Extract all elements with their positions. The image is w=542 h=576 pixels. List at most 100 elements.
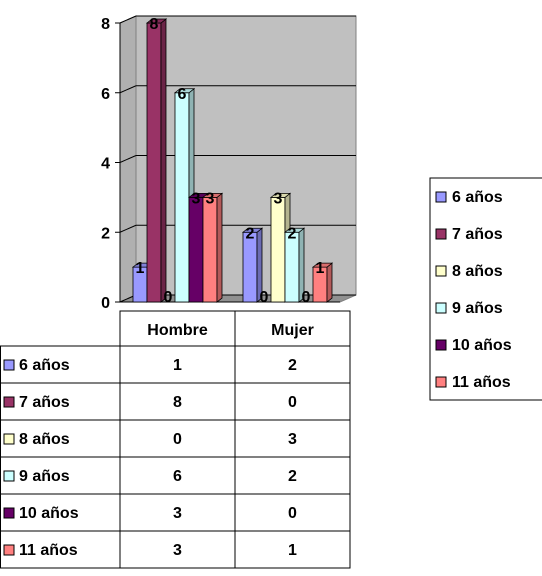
- legend-label: 7 años: [452, 226, 503, 243]
- bar: [311, 262, 334, 303]
- table-cell-value: 3: [288, 431, 297, 448]
- table-cell-value: 2: [288, 357, 297, 374]
- table-row: 6 años 1 2: [0, 345, 351, 384]
- legend-item: 11 años: [435, 374, 511, 391]
- gridline-side: [119, 224, 137, 233]
- gridline-side: [119, 85, 137, 94]
- data-label: 8: [150, 16, 159, 33]
- table-row-label: 7 años: [19, 394, 70, 411]
- bar-top: [283, 227, 306, 233]
- table-header-cell: [119, 310, 236, 347]
- table-cell-value: 1: [288, 542, 297, 559]
- bar-front: [174, 92, 190, 303]
- table-row-label: 10 años: [19, 505, 79, 522]
- legend-key: [435, 228, 447, 240]
- y-tick-label: 4: [101, 156, 110, 173]
- data-label: 1: [316, 260, 325, 277]
- bar-top: [173, 88, 196, 94]
- table-cell: [119, 456, 236, 495]
- table-row-header-cell: [0, 493, 121, 532]
- legend-label: 6 años: [452, 189, 503, 206]
- table-cell-value: 0: [288, 505, 297, 522]
- data-label: 0: [260, 289, 269, 306]
- table-legend-key: [3, 359, 15, 371]
- legend-item: 6 años: [435, 189, 503, 206]
- table-row: 10 años 3 0: [0, 493, 351, 532]
- bar-side: [216, 192, 223, 303]
- data-label: 3: [192, 190, 201, 207]
- table-row-label: 8 años: [19, 431, 70, 448]
- table-cell-value: 3: [173, 505, 182, 522]
- bar-front: [284, 231, 300, 303]
- gridline-side: [119, 15, 137, 24]
- table-legend-key: [3, 507, 15, 519]
- legend-label: 11 años: [452, 374, 511, 391]
- data-label: 0: [302, 289, 311, 306]
- table-cell: [234, 456, 351, 495]
- y-tick-label: 6: [101, 86, 110, 103]
- legend-box: [429, 177, 542, 401]
- table-row-label: 6 años: [19, 357, 70, 374]
- bar-front: [146, 22, 162, 303]
- table-cell-value: 0: [288, 394, 297, 411]
- table-row: 9 años 6 2: [0, 456, 351, 495]
- legend-item: 7 años: [435, 226, 503, 243]
- table-cell-value: 3: [173, 542, 182, 559]
- bar: [145, 18, 168, 303]
- gridline-side: [119, 155, 137, 163]
- table-header-cell: [234, 310, 351, 347]
- table-cell: [119, 345, 236, 384]
- table-row: 8 años 0 3: [0, 419, 351, 458]
- bar: [201, 192, 224, 303]
- data-label: 3: [206, 190, 215, 207]
- legend-key: [435, 191, 447, 203]
- data-table: Hombre Mujer 6 años 1 2 7 años 8 0 8 años 0 3 9 año…: [0, 310, 351, 569]
- table-header-mujer: Mujer: [271, 322, 314, 339]
- legend-item: 8 años: [435, 263, 503, 280]
- table-cell: [234, 493, 351, 532]
- data-label: 2: [246, 225, 255, 242]
- bar-top: [201, 192, 224, 198]
- legend-key: [435, 265, 447, 277]
- table-cell: [119, 493, 236, 532]
- y-tick-label: 0: [101, 295, 110, 312]
- bar-front: [188, 196, 204, 303]
- legend-item: 9 años: [435, 300, 503, 317]
- table-cell-value: 8: [173, 394, 182, 411]
- bar: [241, 227, 264, 303]
- legend-key: [435, 339, 447, 351]
- bar-top: [241, 227, 264, 233]
- table-cell-value: 2: [288, 468, 297, 485]
- table-cell: [234, 382, 351, 421]
- bar: [283, 227, 306, 303]
- bar-side: [160, 18, 167, 303]
- legend-label: 10 años: [452, 337, 512, 354]
- table-legend-key: [3, 433, 15, 445]
- y-tick-label: 2: [101, 225, 110, 242]
- bar-front: [242, 231, 258, 303]
- table-legend-key: [3, 470, 15, 482]
- data-label: 0: [164, 289, 173, 306]
- table-row-header-cell: [0, 382, 121, 421]
- table-cell: [119, 419, 236, 458]
- table-row-header-cell: [0, 530, 121, 569]
- table-cell: [234, 530, 351, 569]
- bar-front: [202, 196, 218, 303]
- bar-top: [311, 262, 334, 268]
- data-label: 1: [136, 260, 145, 277]
- table-cell-value: 0: [173, 431, 182, 448]
- bar-top: [269, 192, 292, 198]
- data-label: 2: [288, 225, 297, 242]
- legend-key: [435, 302, 447, 314]
- legend-item: 10 años: [435, 337, 512, 354]
- data-label: 3: [274, 190, 283, 207]
- legend-label: 8 años: [452, 263, 503, 280]
- data-label: 6: [178, 86, 187, 103]
- table-legend-key: [3, 396, 15, 408]
- table-cell-value: 6: [173, 468, 182, 485]
- table-row-label: 11 años: [19, 542, 78, 559]
- table-row: 7 años 8 0: [0, 382, 351, 421]
- legend-label: 9 años: [452, 300, 503, 317]
- table-row: 11 años 3 1: [0, 530, 351, 569]
